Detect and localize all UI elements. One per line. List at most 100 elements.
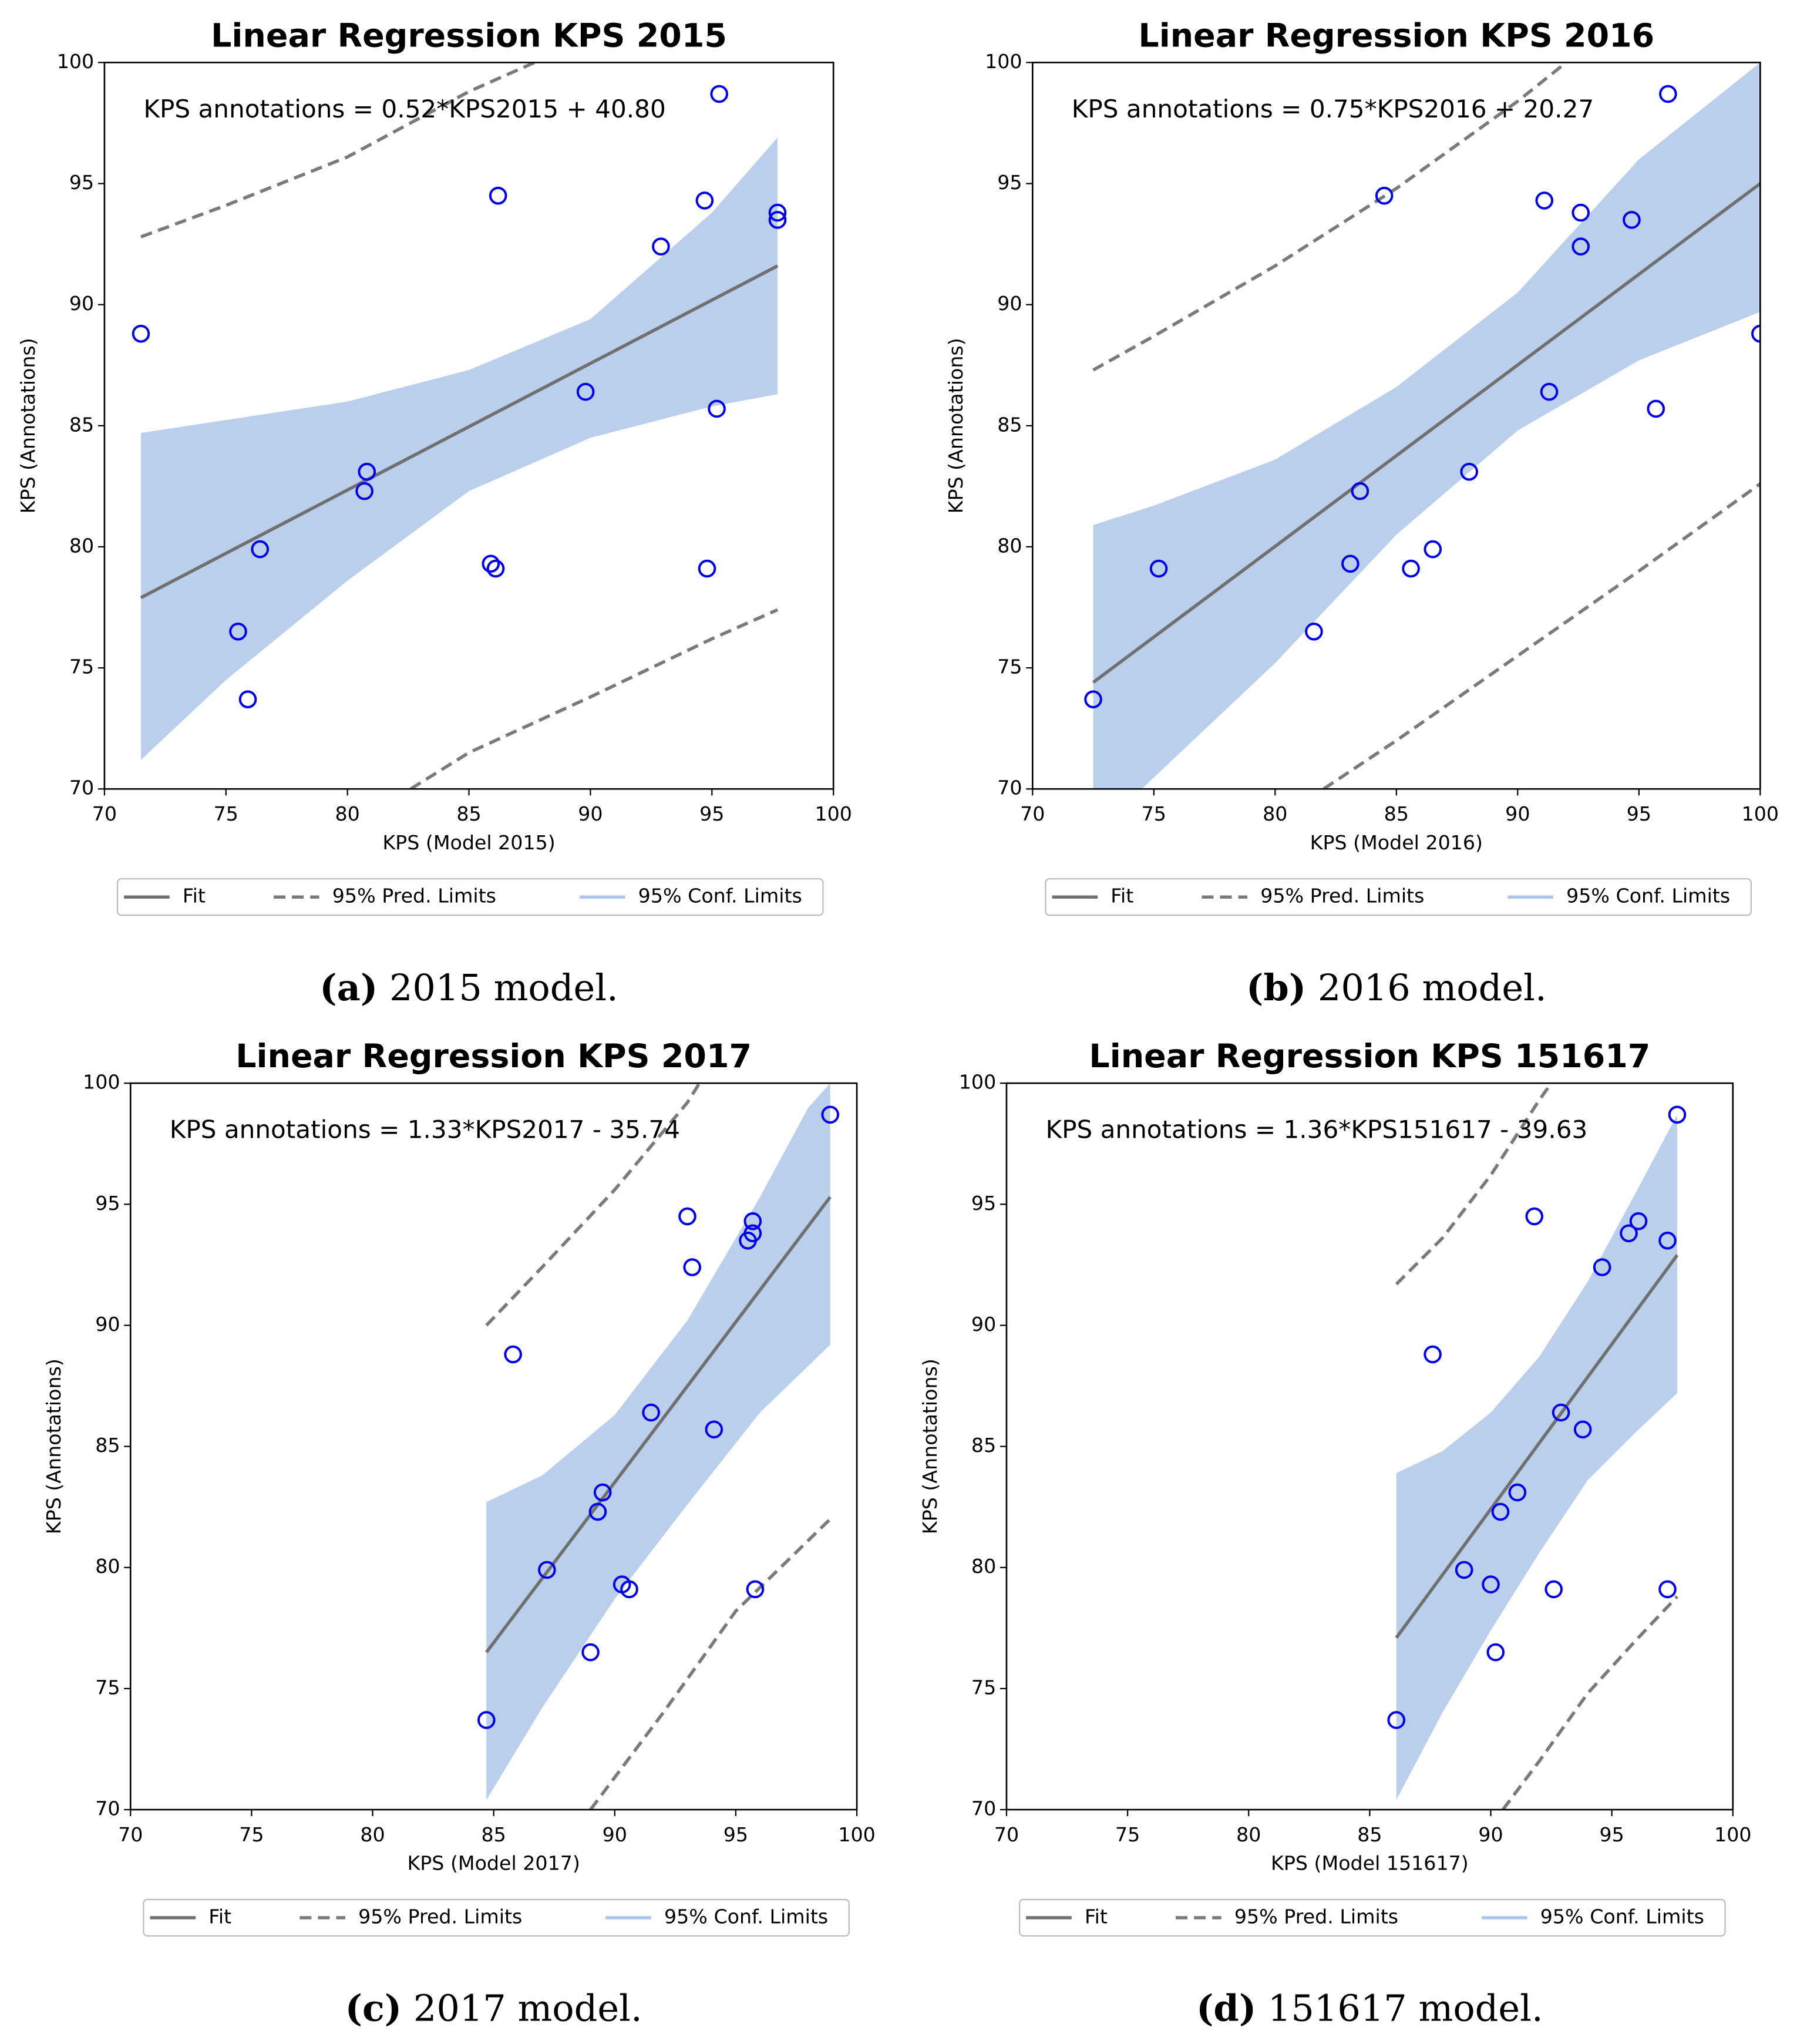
data-point bbox=[710, 85, 728, 103]
y-tick-label: 80 bbox=[69, 534, 94, 557]
data-point bbox=[1623, 211, 1641, 229]
x-tick-label: 95 bbox=[699, 802, 724, 825]
legend-box bbox=[143, 1898, 850, 1937]
y-axis-label: KPS (Annotations) bbox=[918, 1359, 941, 1534]
x-tick-label: 85 bbox=[1384, 802, 1409, 825]
y-tick-label: 70 bbox=[69, 776, 94, 799]
y-tick-label: 100 bbox=[57, 50, 94, 73]
data-point bbox=[1629, 1212, 1648, 1231]
prediction-limit bbox=[589, 1518, 832, 1810]
caption-label: (a) bbox=[319, 966, 378, 1009]
y-axis-label: KPS (Annotations) bbox=[944, 338, 967, 513]
y-tick-label: 90 bbox=[95, 1313, 120, 1336]
data-point bbox=[1424, 1345, 1442, 1364]
data-point bbox=[482, 554, 500, 573]
x-tick-label: 100 bbox=[838, 1823, 875, 1846]
data-point bbox=[821, 1105, 840, 1124]
y-tick-label: 80 bbox=[971, 1555, 996, 1578]
data-point bbox=[1620, 1224, 1638, 1243]
x-axis-label: KPS (Model 151617) bbox=[1271, 1852, 1469, 1875]
data-point bbox=[229, 622, 247, 641]
data-point bbox=[683, 1258, 702, 1276]
y-tick-label: 70 bbox=[95, 1797, 120, 1820]
data-point bbox=[1341, 554, 1359, 573]
fit-line bbox=[140, 264, 779, 599]
prediction-limit bbox=[140, 62, 536, 238]
x-tick-label: 75 bbox=[239, 1823, 264, 1846]
data-point bbox=[1486, 1643, 1505, 1662]
y-tick-label: 90 bbox=[971, 1313, 996, 1336]
x-tick-label: 90 bbox=[578, 802, 603, 825]
y-tick-label: 85 bbox=[971, 1434, 996, 1457]
data-point bbox=[1544, 1580, 1563, 1599]
annotation: KPS annotations = 1.33*KPS2017 - 35.74 bbox=[170, 1115, 680, 1144]
data-point bbox=[1571, 237, 1590, 256]
caption-label: (b) bbox=[1246, 966, 1306, 1009]
subplot: 70 75 80 85 90 95 100 70 75 80 85 90 95 100 Linear Reg… bbox=[42, 1038, 876, 2030]
legend-box bbox=[116, 878, 824, 916]
caption-label: (c) bbox=[345, 1987, 402, 2030]
fit-line bbox=[1395, 1254, 1679, 1639]
prediction-limit bbox=[1322, 482, 1761, 789]
caption: (b) 2016 model. bbox=[1246, 966, 1547, 1009]
x-tick-label: 90 bbox=[1478, 1823, 1503, 1846]
confidence-band bbox=[486, 1083, 830, 1800]
annotation: KPS annotations = 0.75*KPS2016 + 20.27 bbox=[1072, 95, 1594, 123]
data-point bbox=[746, 1580, 765, 1599]
fit-line bbox=[1092, 182, 1761, 684]
confidence-band bbox=[140, 137, 778, 760]
y-tick-label: 95 bbox=[95, 1192, 120, 1215]
y-tick-label: 75 bbox=[95, 1676, 120, 1699]
data-point bbox=[1455, 1561, 1473, 1579]
data-point bbox=[1593, 1258, 1611, 1276]
x-tick-label: 85 bbox=[482, 1823, 506, 1846]
plot-frame bbox=[1005, 1082, 1734, 1811]
data-point bbox=[1552, 1403, 1570, 1422]
x-tick-label: 95 bbox=[1627, 802, 1651, 825]
y-tick-label: 85 bbox=[69, 413, 94, 436]
x-tick-label: 100 bbox=[1714, 1823, 1751, 1846]
data-point bbox=[1424, 540, 1442, 559]
y-tick-label: 95 bbox=[971, 1192, 996, 1215]
data-point bbox=[132, 324, 150, 343]
legend-box bbox=[1019, 1898, 1726, 1937]
plot-area bbox=[1387, 1083, 1687, 1810]
data-point bbox=[1491, 1502, 1510, 1521]
data-point bbox=[593, 1483, 612, 1502]
y-tick-label: 100 bbox=[985, 50, 1022, 73]
caption-text: 2017 model. bbox=[413, 1987, 642, 2030]
y-tick-label: 70 bbox=[971, 1797, 996, 1820]
legend-label: 95% Conf. Limits bbox=[638, 885, 802, 907]
legend-label: 95% Pred. Limits bbox=[1260, 885, 1424, 907]
data-point bbox=[489, 186, 507, 205]
data-point bbox=[768, 211, 787, 229]
y-tick-label: 75 bbox=[997, 655, 1022, 678]
data-point bbox=[251, 540, 269, 559]
x-tick-label: 100 bbox=[815, 802, 852, 825]
data-point bbox=[1751, 324, 1761, 343]
data-point bbox=[1535, 191, 1554, 210]
x-tick-label: 75 bbox=[1142, 802, 1166, 825]
fit-line bbox=[485, 1196, 832, 1653]
subplot: 70 75 80 85 90 95 100 70 75 80 85 90 95 100 Linear Reg… bbox=[918, 1038, 1752, 2030]
data-point bbox=[678, 1207, 696, 1226]
x-axis-label: KPS (Model 2015) bbox=[382, 831, 555, 854]
legend-label: 95% Pred. Limits bbox=[358, 1905, 522, 1928]
data-point bbox=[576, 382, 595, 401]
x-axis-label: KPS (Model 2016) bbox=[1310, 831, 1483, 854]
x-tick-label: 75 bbox=[1115, 1823, 1140, 1846]
y-tick-label: 95 bbox=[997, 171, 1022, 194]
legend-label: Fit bbox=[1110, 885, 1133, 907]
y-axis-label: KPS (Annotations) bbox=[16, 338, 39, 513]
y-tick-label: 90 bbox=[997, 292, 1022, 315]
legend-label: 95% Conf. Limits bbox=[1566, 885, 1730, 907]
x-tick-label: 95 bbox=[723, 1823, 748, 1846]
y-tick-label: 95 bbox=[69, 171, 94, 194]
y-tick-label: 75 bbox=[971, 1676, 996, 1699]
y-tick-label: 80 bbox=[997, 534, 1022, 557]
data-point bbox=[1647, 399, 1665, 418]
chart-title: Linear Regression KPS 2015 bbox=[211, 17, 727, 55]
y-tick-label: 75 bbox=[69, 655, 94, 678]
data-point bbox=[1084, 690, 1102, 708]
prediction-limit bbox=[1395, 1083, 1553, 1286]
